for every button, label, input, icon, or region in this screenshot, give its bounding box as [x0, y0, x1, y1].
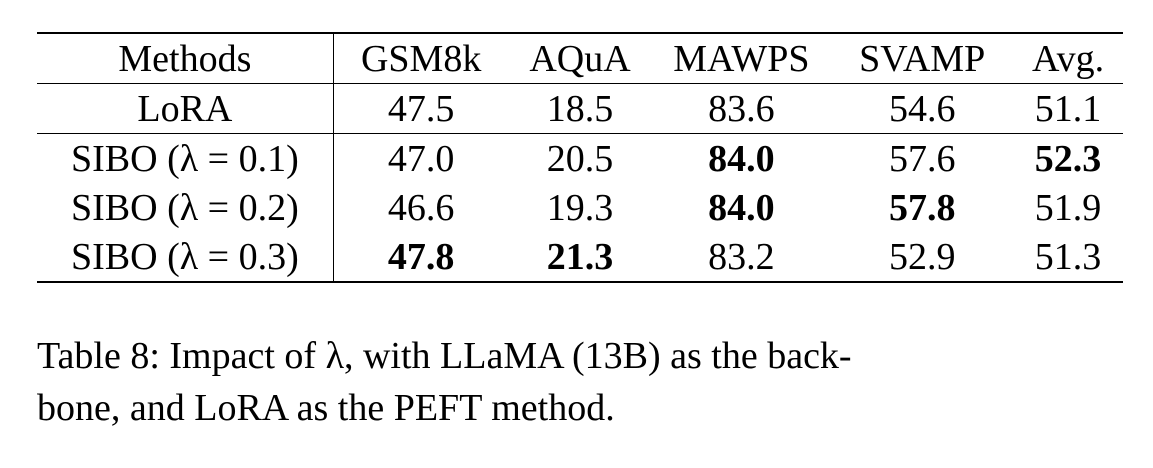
- cell-mawps: 84.0: [708, 137, 775, 180]
- table-row-sibo-0-3: SIBO (λ = 0.3) 47.8 21.3 83.2 52.9 51.3: [37, 232, 1123, 282]
- cell-svamp: 57.6: [888, 137, 956, 180]
- header-methods: Methods: [37, 33, 334, 84]
- cell-avg: 52.3: [1034, 137, 1102, 180]
- cell-avg: 51.3: [1034, 235, 1102, 278]
- cell-mawps: 84.0: [708, 186, 775, 229]
- cell-avg: 51.9: [1034, 186, 1102, 229]
- cell-aqua: 18.5: [546, 87, 614, 130]
- header-svamp: SVAMP: [859, 37, 986, 80]
- cell-mawps: 83.2: [708, 235, 775, 278]
- cell-mawps: 83.6: [708, 87, 775, 130]
- caption-line-2: bone, and LoRA as the PEFT method.: [37, 387, 615, 429]
- row-method: SIBO (λ = 0.1): [37, 133, 334, 183]
- caption-line-1: Table 8: Impact of λ, with LLaMA (13B) a…: [37, 335, 852, 377]
- table-header-row: Methods GSM8k AQuA MAWPS SVAMP Avg.: [37, 33, 1123, 84]
- header-gsm8k: GSM8k: [360, 37, 482, 80]
- row-method: SIBO (λ = 0.2): [37, 183, 334, 232]
- header-aqua: AQuA: [529, 37, 631, 80]
- cell-svamp: 54.6: [888, 87, 956, 130]
- results-table-container: Methods GSM8k AQuA MAWPS SVAMP Avg. LoRA…: [37, 32, 1123, 283]
- cell-gsm8k: 47.0: [387, 137, 455, 180]
- cell-gsm8k: 46.6: [387, 186, 455, 229]
- cell-svamp: 57.8: [888, 186, 956, 229]
- table-row-sibo-0-2: SIBO (λ = 0.2) 46.6 19.3 84.0 57.8 51.9: [37, 183, 1123, 232]
- cell-aqua: 19.3: [546, 186, 614, 229]
- cell-svamp: 52.9: [888, 235, 956, 278]
- header-mawps: MAWPS: [673, 37, 810, 80]
- table-row-lora: LoRA 47.5 18.5 83.6 54.6 51.1: [37, 83, 1123, 134]
- cell-gsm8k: 47.5: [387, 87, 455, 130]
- header-avg: Avg.: [1031, 37, 1105, 80]
- row-method: SIBO (λ = 0.3): [37, 232, 334, 282]
- results-table: Methods GSM8k AQuA MAWPS SVAMP Avg. LoRA…: [37, 32, 1123, 283]
- cell-avg: 51.1: [1034, 87, 1102, 130]
- cell-gsm8k: 47.8: [387, 235, 455, 278]
- table-row-sibo-0-1: SIBO (λ = 0.1) 47.0 20.5 84.0 57.6 52.3: [37, 133, 1123, 183]
- row-method: LoRA: [37, 83, 334, 134]
- table-caption: Table 8: Impact of λ, with LLaMA (13B) a…: [37, 330, 1123, 434]
- cell-aqua: 20.5: [546, 137, 614, 180]
- cell-aqua: 21.3: [546, 235, 614, 278]
